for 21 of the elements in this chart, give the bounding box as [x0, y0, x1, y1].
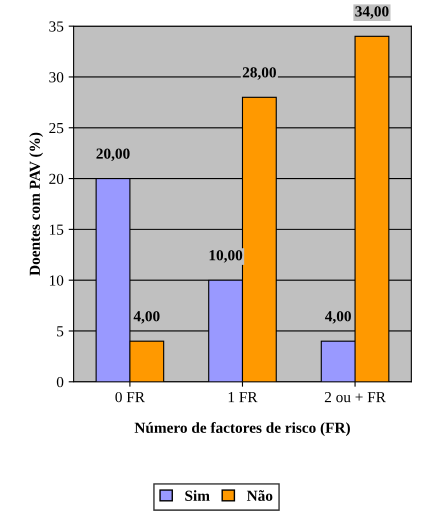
data-label: 4,00	[325, 311, 351, 324]
x-tick-label: 0 FR	[115, 392, 145, 402]
y-tick-label: 35	[49, 21, 64, 32]
data-label: 4,00	[134, 311, 160, 324]
y-tick-label: 5	[57, 326, 64, 336]
legend-label: Não	[246, 490, 272, 501]
y-tick-label: 0	[56, 376, 64, 388]
y-tick-label: 10	[50, 275, 64, 286]
data-label: 28,00	[242, 67, 276, 80]
y-tick-label: 25	[49, 122, 64, 134]
x-axis-title: Número de factores de risco (FR)	[134, 422, 350, 436]
legend-label: Sim	[185, 490, 210, 501]
data-label: 20,00	[96, 148, 130, 162]
y-axis-title: Doentes com PAV (%)	[29, 132, 44, 276]
data-label: 10,00	[210, 250, 242, 263]
x-tick-label: 1 FR	[228, 392, 258, 402]
y-tick-label: 20	[49, 174, 64, 184]
x-tick-label: 2 ou + FR	[324, 392, 386, 402]
y-tick-label: 15	[50, 224, 64, 235]
data-label: 34,00	[355, 6, 389, 19]
y-tick-label: 30	[49, 72, 64, 82]
